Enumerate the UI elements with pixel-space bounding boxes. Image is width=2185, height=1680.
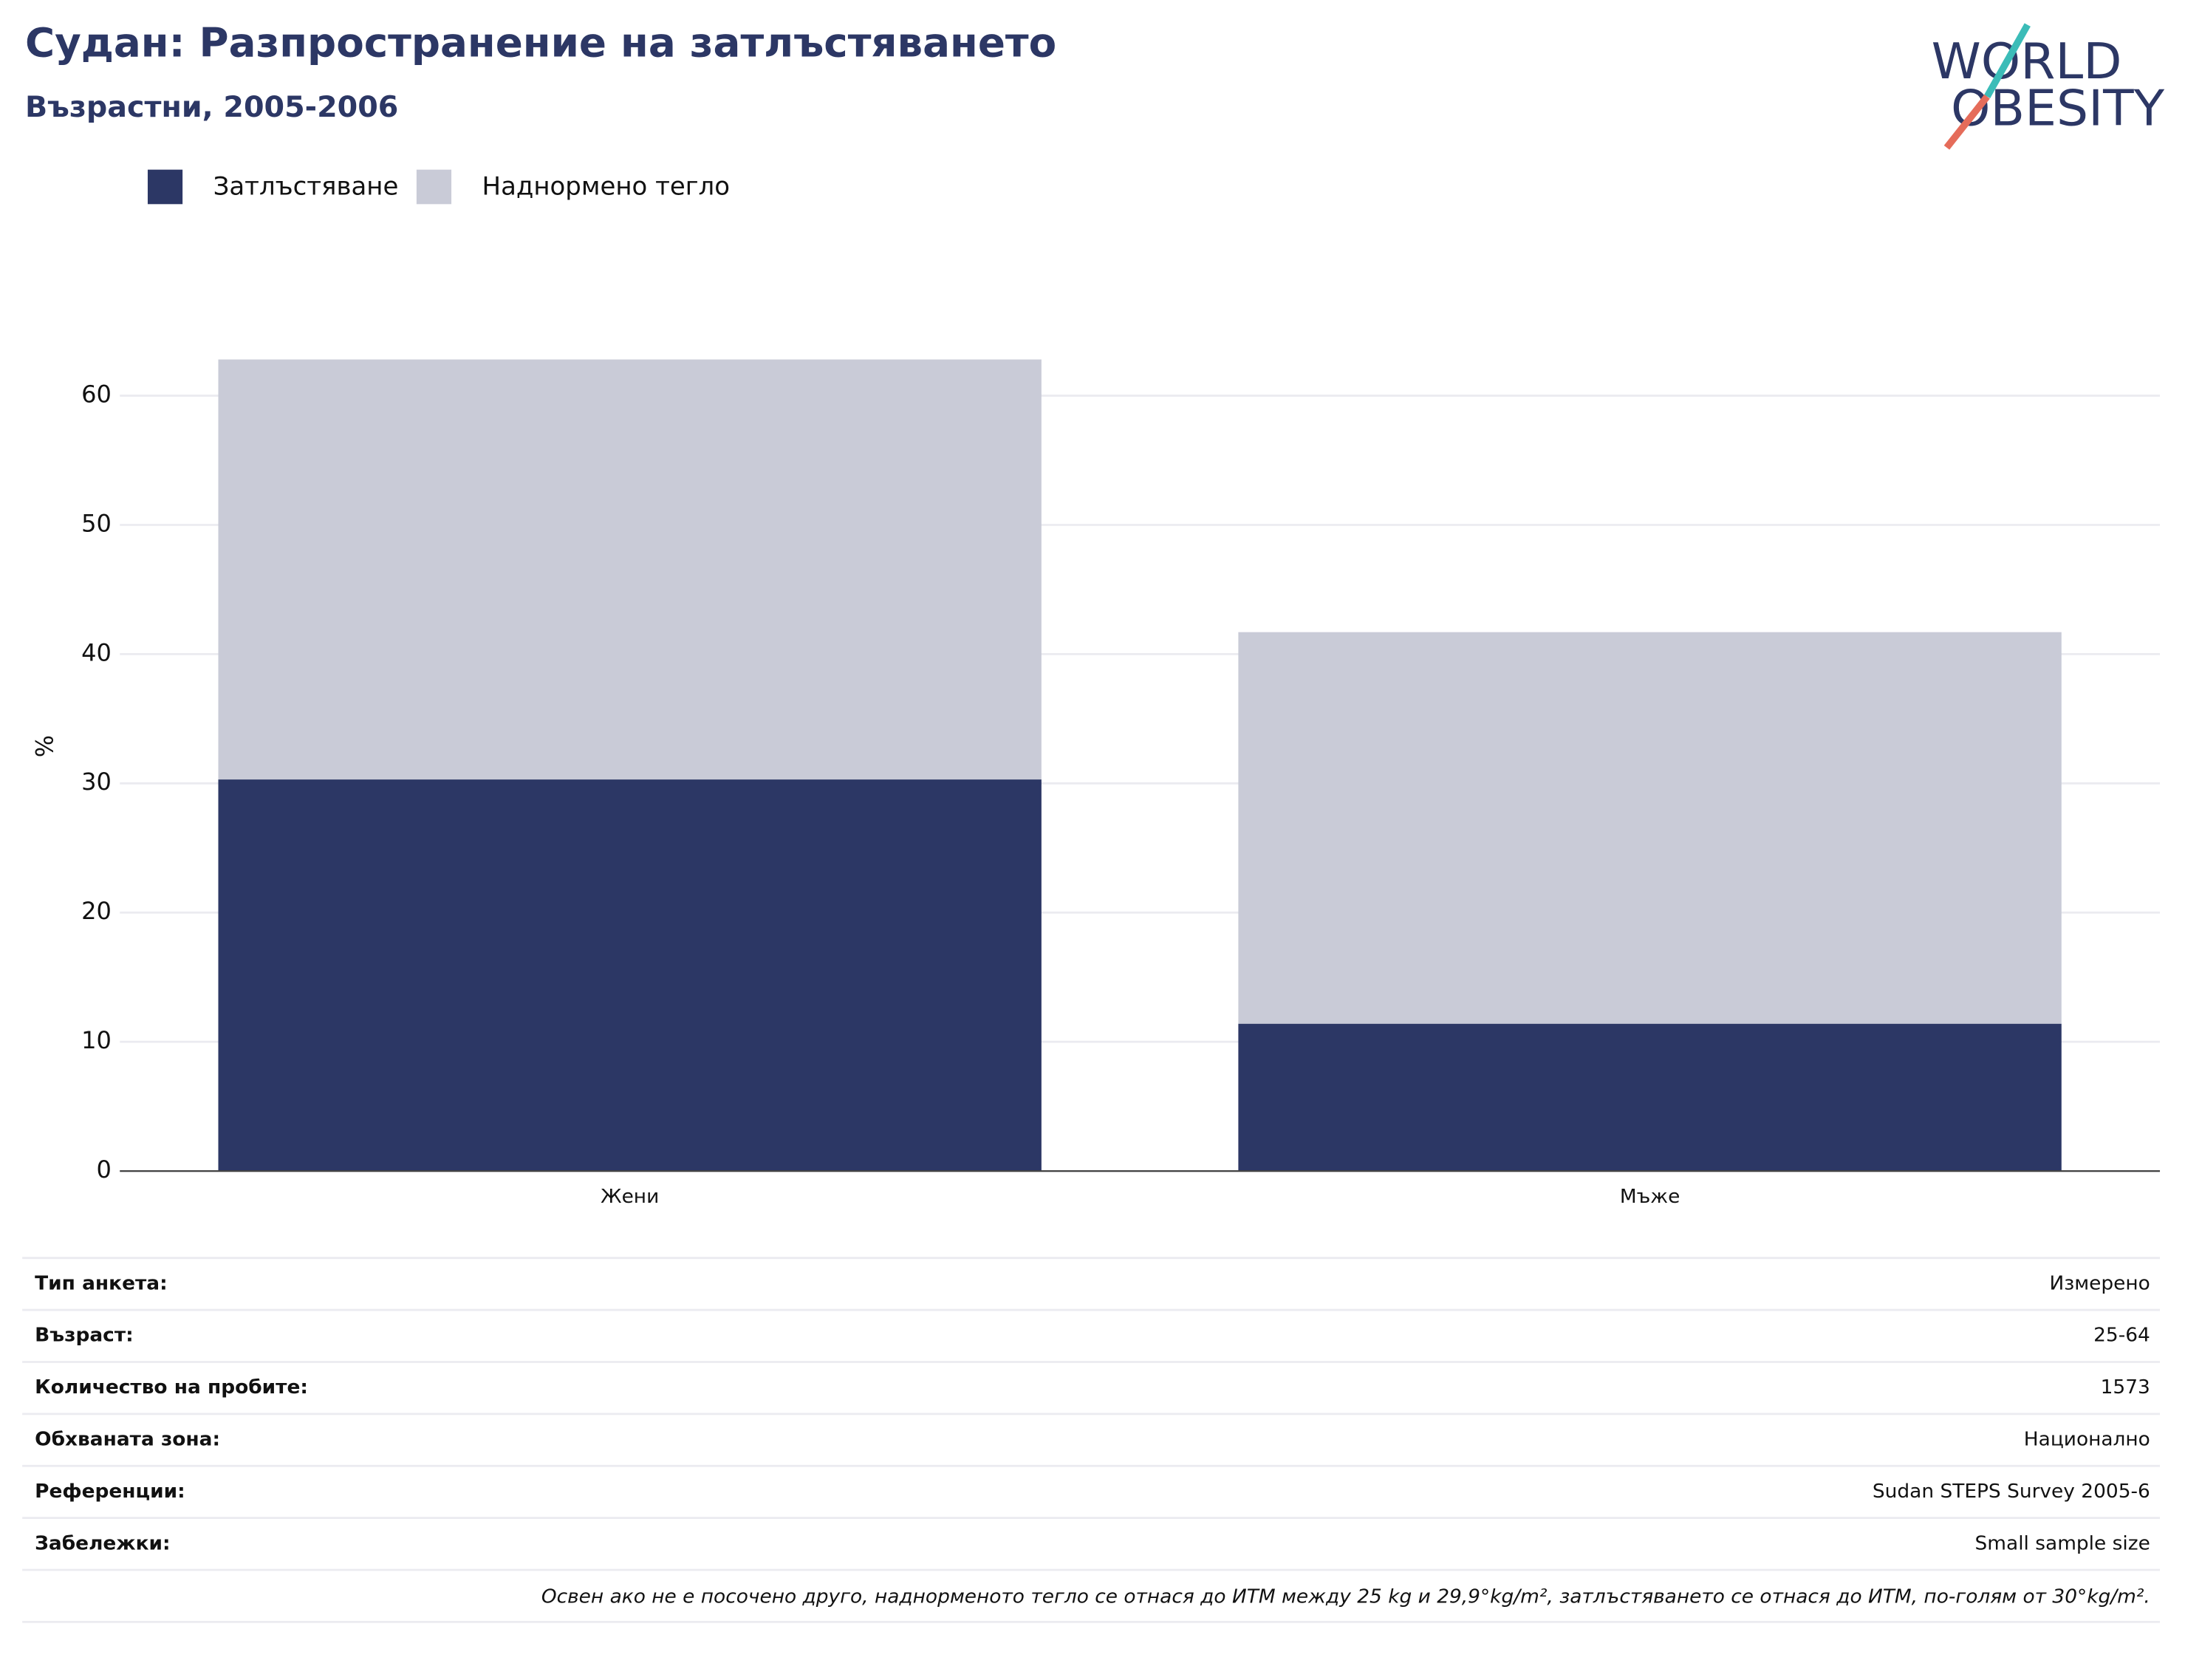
bar-segment [218, 779, 1042, 1172]
logo-slash [1984, 23, 2031, 98]
chart-subtitle: Възрастни, 2005-2006 [25, 90, 398, 124]
y-axis-label: % [30, 735, 58, 757]
y-tick-label: 0 [97, 1155, 112, 1184]
legend-label: Затлъстяване [213, 172, 399, 201]
bar-segment [1238, 632, 2062, 1024]
chart-title: Судан: Разпространение на затлъстяването [25, 19, 1056, 66]
table-value: Sudan STEPS Survey 2005-6 [1873, 1481, 2150, 1503]
y-tick-label: 40 [81, 638, 112, 666]
logo-slash [1943, 94, 1990, 150]
table-label: Обхваната зона: [35, 1429, 220, 1451]
table-value: 25-64 [2093, 1325, 2150, 1347]
table-value: Измерено [2049, 1272, 2150, 1294]
y-tick-label: 60 [81, 380, 112, 409]
y-tick-label: 20 [81, 897, 112, 925]
legend-swatch [147, 169, 183, 205]
table-label: Възраст: [35, 1325, 134, 1347]
bar-segment [218, 359, 1042, 780]
footnote: Освен ако не е посочено друго, наднормен… [541, 1586, 2150, 1608]
table-label: Референции: [35, 1481, 185, 1503]
x-tick-label: Мъже [1620, 1186, 1680, 1208]
table-value: 1573 [2101, 1376, 2150, 1399]
table-value: Small sample size [1975, 1532, 2150, 1554]
legend-label: Наднормено тегло [482, 172, 730, 201]
table-value: Национално [2024, 1429, 2150, 1451]
logo-text: WORLD [1932, 33, 2122, 91]
y-tick-label: 10 [81, 1026, 112, 1054]
bar-segment [1238, 1023, 2062, 1172]
x-tick-label: Жени [601, 1186, 659, 1208]
logo-text: OBESITY [1951, 79, 2165, 137]
table-label: Тип анкета: [35, 1272, 168, 1294]
legend-swatch [416, 169, 452, 205]
table-label: Количество на пробите: [35, 1376, 308, 1399]
y-tick-label: 30 [81, 768, 112, 796]
logo: WORLD OBESITY [1932, 23, 2165, 150]
table-label: Забележки: [35, 1532, 170, 1554]
y-tick-label: 50 [81, 510, 112, 538]
